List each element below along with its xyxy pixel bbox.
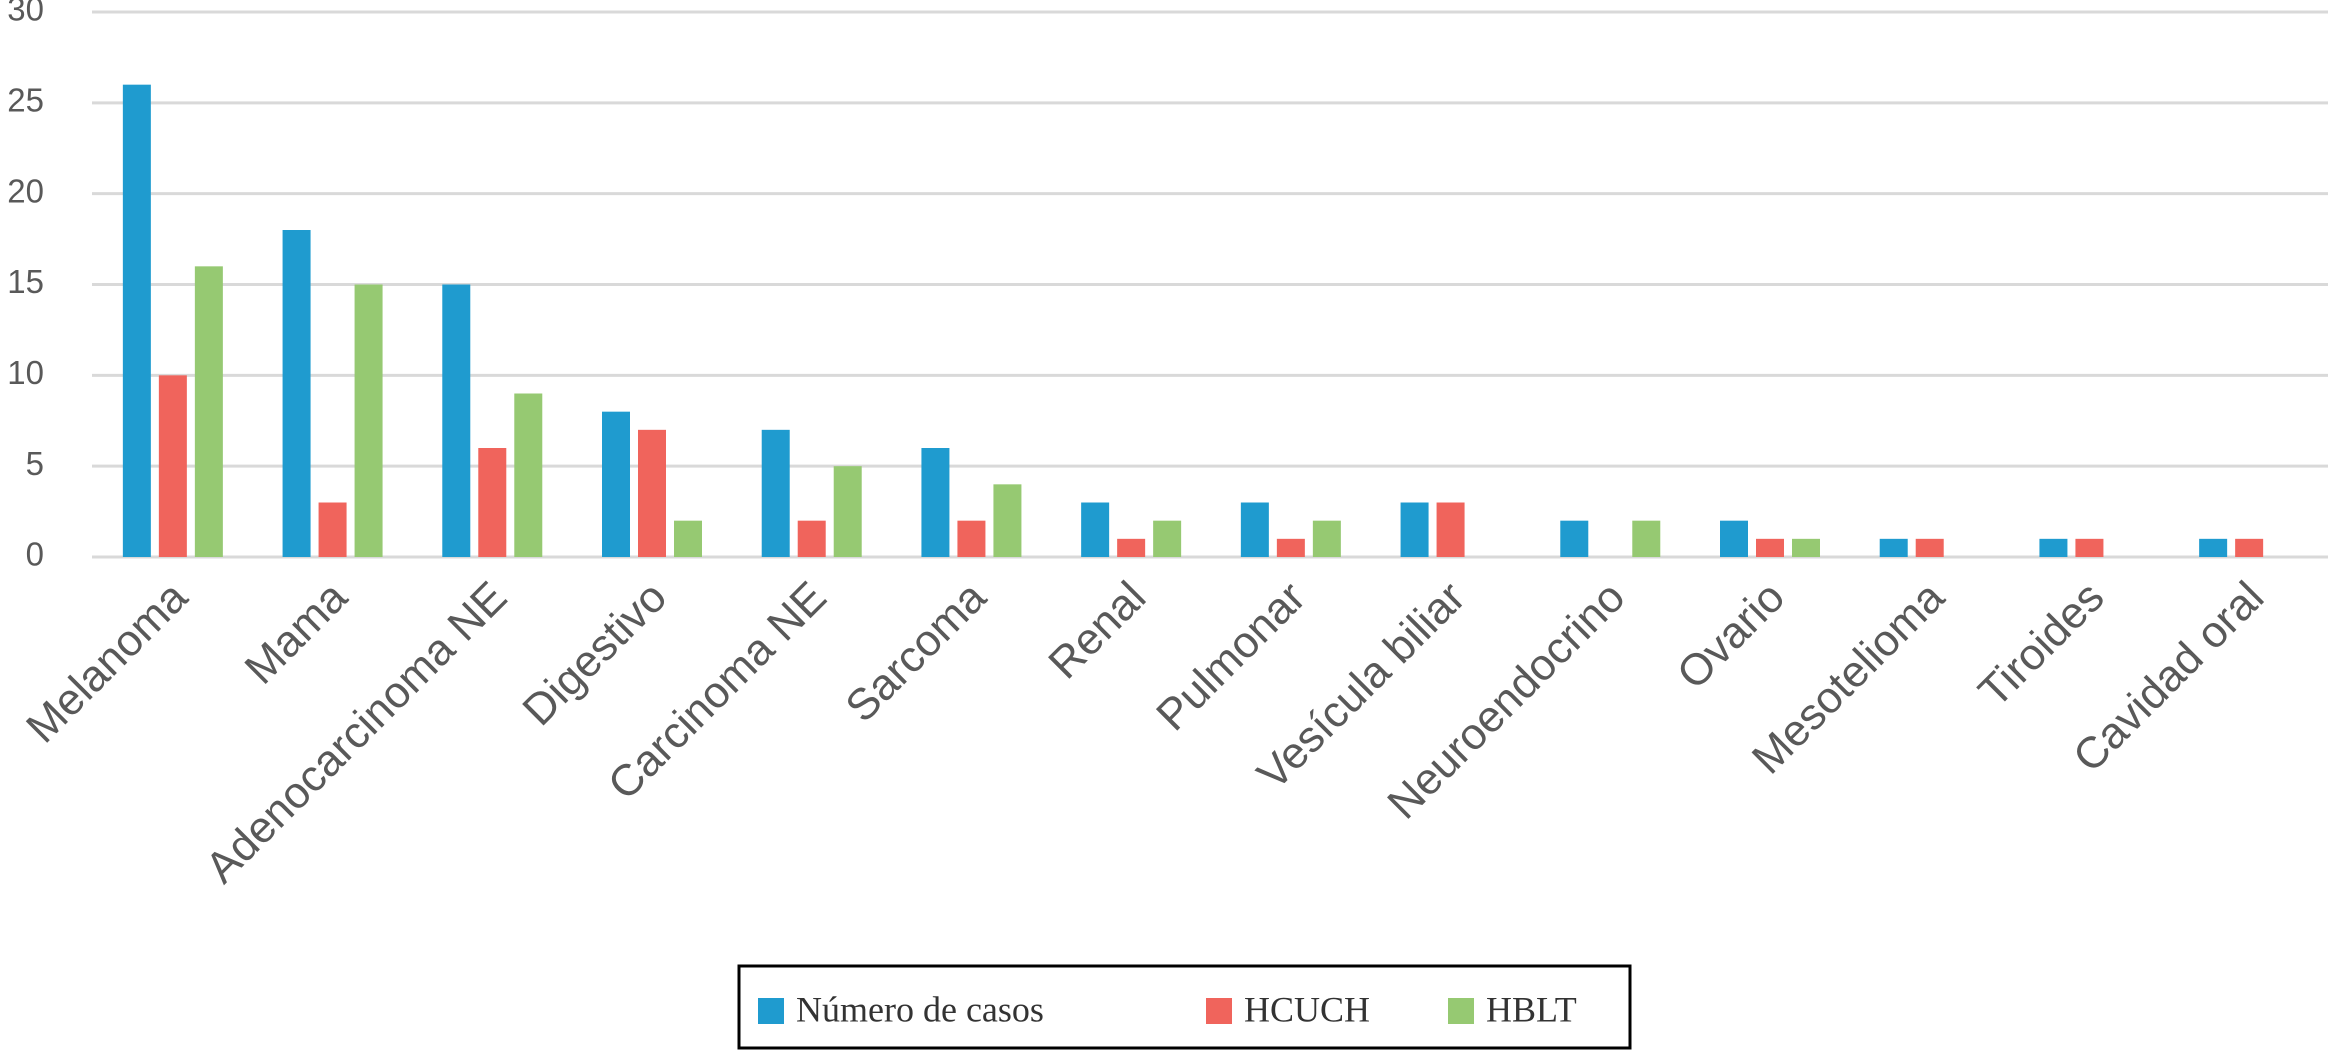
bar: [1240, 502, 1269, 557]
bar: [2039, 538, 2068, 557]
x-tick-label: Adenocarcinoma NE: [196, 572, 516, 892]
x-tick-label: Digestivo: [513, 572, 676, 735]
bar: [833, 466, 862, 557]
y-tick-label: 0: [26, 536, 44, 573]
y-tick-label: 15: [7, 263, 44, 300]
bar: [993, 484, 1022, 557]
bar: [1400, 502, 1429, 557]
x-tick-label: Melanoma: [17, 572, 197, 752]
bar: [761, 429, 790, 557]
x-tick-label: Mama: [236, 572, 357, 693]
bar: [158, 375, 187, 557]
bar: [478, 448, 507, 557]
legend-swatch: [1448, 998, 1474, 1024]
bar: [1879, 538, 1908, 557]
bar: [282, 230, 311, 557]
x-tick-label: Tiroides: [1969, 572, 2113, 716]
bar: [1436, 502, 1465, 557]
bar: [2075, 538, 2104, 557]
bar: [1720, 520, 1748, 557]
y-tick-label: 5: [26, 445, 44, 482]
bar: [2199, 538, 2228, 557]
legend-label: HCUCH: [1244, 989, 1370, 1029]
bar: [957, 520, 986, 557]
legend-box: [737, 964, 1632, 1050]
bar: [1117, 538, 1146, 557]
bar: [1915, 538, 1944, 557]
x-tick-label: Ovario: [1668, 572, 1794, 698]
bar: [2235, 538, 2264, 557]
bar: [638, 429, 666, 557]
bar: [1153, 520, 1182, 557]
legend-swatch: [1206, 998, 1232, 1024]
bar: [514, 393, 543, 557]
y-tick-label: 20: [7, 172, 44, 209]
bar: [1756, 538, 1784, 557]
x-tick-label: Pulmonar: [1147, 572, 1315, 740]
y-tick-label: 25: [7, 82, 44, 119]
bar: [318, 502, 347, 557]
bar: [442, 284, 471, 557]
x-tick-label: Sarcoma: [836, 572, 996, 732]
bar: [1312, 520, 1341, 557]
bar: [122, 84, 151, 558]
bar: [1081, 502, 1110, 557]
bar: [921, 448, 950, 557]
legend-label: HBLT: [1486, 989, 1577, 1029]
x-tick-label: Renal: [1039, 572, 1155, 688]
bar: [194, 266, 223, 557]
bar: [354, 284, 383, 557]
bar: [1276, 538, 1305, 557]
bar: [1632, 520, 1661, 557]
legend-label: Número de casos: [796, 989, 1044, 1029]
bar: [1792, 538, 1820, 557]
bar: [602, 411, 630, 557]
bar: [1560, 520, 1589, 557]
bar: [797, 520, 826, 557]
y-tick-label: 30: [7, 0, 44, 28]
y-tick-label: 10: [7, 354, 44, 391]
bar: [674, 520, 702, 557]
legend-swatch: [758, 998, 784, 1024]
